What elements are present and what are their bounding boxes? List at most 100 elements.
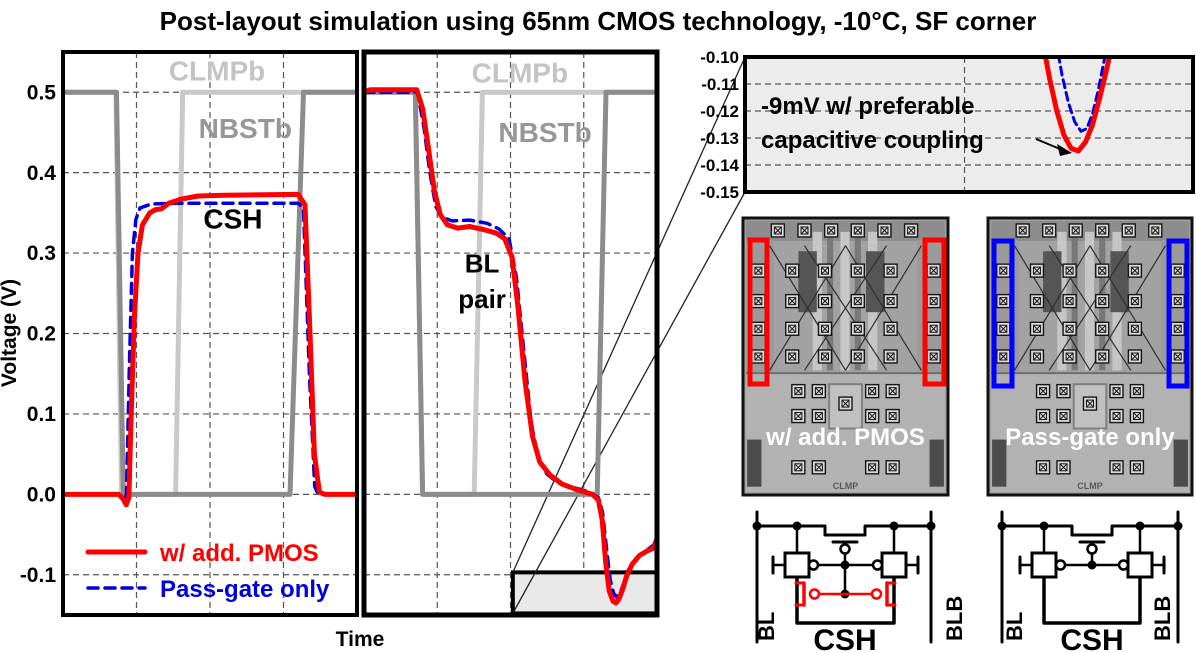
via-pad-inner bbox=[1059, 463, 1068, 472]
via-x bbox=[888, 412, 897, 420]
pass-transistor-left bbox=[783, 551, 811, 579]
via-x bbox=[794, 387, 803, 395]
junction-dot bbox=[997, 521, 1007, 531]
waveform-main-series bbox=[63, 89, 357, 508]
schematic-with-add-pmos: BL BLB CSH bbox=[752, 510, 967, 653]
via-pad-inner bbox=[1132, 387, 1141, 396]
via-x bbox=[1065, 324, 1074, 333]
via-x bbox=[754, 352, 763, 361]
layout-dark-block bbox=[1110, 251, 1129, 313]
layout-light-strip bbox=[840, 231, 850, 371]
via-pad-inner bbox=[880, 226, 889, 235]
pass-left-gate-bubble bbox=[1054, 559, 1067, 571]
via-pad-inner bbox=[1032, 266, 1041, 275]
circuit-schematics: BL BLB CSH BL BLB CSH bbox=[752, 510, 1183, 653]
add-pmos-left-gate-bubble bbox=[808, 588, 821, 600]
via-x bbox=[1173, 324, 1182, 333]
y-tick-0-10: -0.10 bbox=[700, 48, 739, 67]
zoom-callout-lines bbox=[512, 56, 746, 614]
via-pad-inner bbox=[1112, 387, 1121, 396]
via-pad-inner bbox=[888, 463, 897, 472]
waveform-bl: CLMPb NBSTb BL pair bbox=[361, 49, 660, 618]
annotation-line: -9mV w/ preferable bbox=[761, 93, 974, 120]
plot-label-clmpb: CLMPb bbox=[472, 58, 568, 89]
via-pad-inner bbox=[853, 226, 862, 235]
plot-label-nbstb: NBSTb bbox=[199, 113, 292, 144]
y-axis-label: Voltage (V) bbox=[0, 279, 21, 387]
via-x bbox=[821, 324, 829, 333]
via-x bbox=[1033, 266, 1041, 275]
via-pad-inner bbox=[821, 297, 829, 306]
via-pad-inner bbox=[754, 297, 763, 306]
via-pad-inner bbox=[754, 324, 763, 333]
via-x bbox=[1098, 297, 1107, 305]
waveform-bl-series bbox=[364, 87, 657, 606]
via-pad-inner bbox=[1018, 226, 1027, 235]
via-pad-inner bbox=[821, 324, 829, 333]
csh-node-wire bbox=[1042, 577, 1142, 625]
via-pad-inner bbox=[1173, 352, 1182, 361]
layout-route-diagonal bbox=[1014, 245, 1091, 371]
via-x bbox=[1098, 324, 1107, 333]
junction-dot bbox=[752, 521, 762, 531]
via-pad-inner bbox=[868, 412, 877, 421]
chip-layout-w-add-pmos: w/ add. PMOS CLMP bbox=[741, 216, 950, 497]
y-tick-0-15: -0.15 bbox=[700, 183, 739, 202]
via-pad-inner bbox=[1124, 226, 1133, 235]
via-x bbox=[754, 324, 763, 333]
via-pad-inner bbox=[1098, 297, 1107, 306]
waveform-main: CLMPb NBSTb CSH w/ add. PMOS Pass-gate only 0… bbox=[20, 50, 359, 617]
via-x bbox=[888, 463, 897, 472]
y-tick-0-14: -0.14 bbox=[700, 156, 739, 175]
y-tick-0-3: 0.3 bbox=[27, 242, 56, 265]
plot-label-nbstb: NBSTb bbox=[498, 117, 591, 148]
via-pad-inner bbox=[1130, 352, 1139, 361]
via-pad-inner bbox=[999, 352, 1008, 361]
plot-label-clmpb: CLMPb bbox=[169, 55, 265, 86]
via-x bbox=[868, 387, 877, 395]
via-x bbox=[754, 297, 763, 305]
via-x bbox=[907, 226, 915, 235]
via-x bbox=[868, 463, 877, 472]
waveform-panels: CLMPb NBSTb CSH w/ add. PMOS Pass-gate only 0… bbox=[20, 48, 1195, 618]
plot-label-pair: pair bbox=[458, 284, 506, 314]
via-pad-inner bbox=[794, 463, 803, 472]
trace-w-add-pmos bbox=[364, 87, 657, 606]
schematic-pass-gate-only: BL BLB CSH bbox=[997, 510, 1183, 653]
via-pad-inner bbox=[886, 324, 895, 333]
via-pad-inner bbox=[1151, 226, 1160, 235]
via-pad-inner bbox=[868, 387, 877, 396]
via-x bbox=[1098, 266, 1107, 275]
pass-right-gate-bubble bbox=[871, 559, 884, 571]
via-pad-inner bbox=[1059, 412, 1068, 421]
legend-label-w-add-pmos: w/ add. PMOS bbox=[159, 540, 319, 567]
via-pad-inner bbox=[868, 463, 877, 472]
via-x bbox=[929, 297, 938, 305]
trace-nbstb bbox=[63, 89, 357, 497]
csh-label: CSH bbox=[813, 624, 876, 653]
y-tick-0-13: -0.13 bbox=[700, 129, 739, 148]
via-pad-inner bbox=[929, 266, 938, 275]
junction-dot bbox=[926, 521, 936, 531]
via-pad-inner bbox=[1059, 387, 1068, 396]
y-tick-0-1: -0.1 bbox=[20, 564, 57, 587]
inset-zoom-base bbox=[745, 57, 1193, 192]
via-pad-inner bbox=[827, 226, 836, 235]
layout-light-strip bbox=[812, 231, 822, 371]
via-x bbox=[1112, 463, 1121, 472]
bl-label: BL bbox=[754, 612, 779, 641]
waveform-bl-base bbox=[364, 52, 659, 616]
layout-light-strip bbox=[1057, 231, 1067, 371]
via-x bbox=[1033, 297, 1041, 305]
via-pad-inner bbox=[788, 352, 797, 361]
trace-w-add-pmos bbox=[63, 191, 357, 508]
via-x bbox=[1059, 412, 1068, 420]
inset-zoom-series bbox=[1042, 57, 1112, 154]
y-tick-0-12: -0.12 bbox=[700, 102, 739, 121]
via-pad-inner bbox=[1098, 352, 1107, 361]
via-x bbox=[1059, 463, 1068, 472]
via-pad-inner bbox=[1098, 266, 1107, 275]
top-wire bbox=[757, 524, 931, 537]
